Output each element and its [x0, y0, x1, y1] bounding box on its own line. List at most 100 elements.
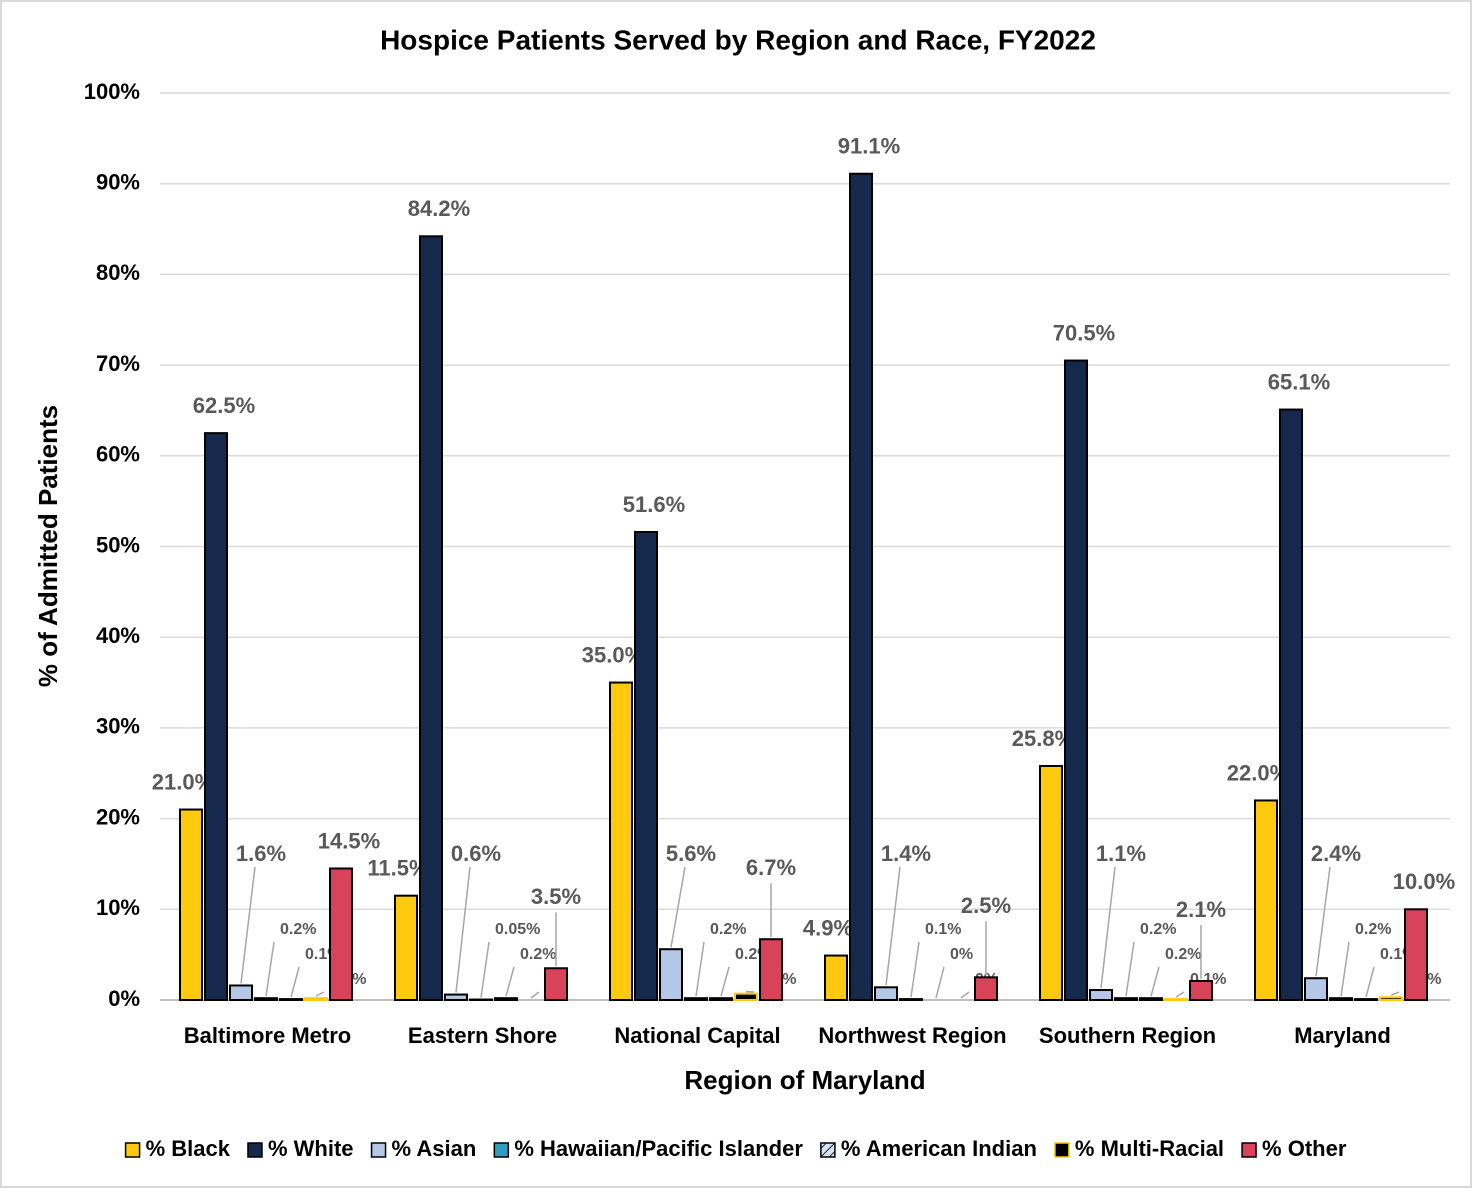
bar [899, 998, 923, 1002]
bar [1279, 408, 1303, 1001]
bar [1189, 979, 1213, 1002]
leader-line [885, 866, 901, 986]
y-tick-label: 50% [96, 532, 140, 557]
leader-line [670, 866, 686, 948]
bar [759, 938, 783, 1002]
bar [419, 235, 443, 1001]
legend-swatch [1241, 1142, 1257, 1158]
data-label: 22.0% [1227, 760, 1289, 785]
leader-line [1175, 991, 1185, 998]
data-label: 0.2% [710, 921, 746, 938]
bar [634, 530, 658, 1001]
bar [179, 808, 203, 1002]
x-tick-label: Eastern Shore [408, 1023, 557, 1048]
bar [684, 997, 708, 1001]
bar [1404, 908, 1428, 1001]
leader-line [530, 991, 540, 999]
leader-line [960, 991, 970, 999]
bar [1039, 764, 1063, 1002]
bar [394, 894, 418, 1002]
data-label: 35.0% [582, 642, 644, 667]
leader-line [455, 866, 471, 993]
data-label: 1.1% [1096, 841, 1146, 866]
data-label: 91.1% [838, 134, 900, 159]
bar [709, 997, 733, 1001]
data-label: 0.6% [451, 841, 501, 866]
bar [1304, 977, 1328, 1001]
leader-line [1365, 966, 1375, 998]
data-label: 0.2% [1165, 946, 1201, 963]
leader-line [1390, 991, 1400, 996]
y-tick-label: 90% [96, 170, 140, 195]
legend-swatch [124, 1142, 141, 1158]
bar [609, 681, 633, 1001]
legend-swatch [370, 1142, 387, 1158]
bar [544, 967, 568, 1002]
y-tick-label: 40% [96, 623, 140, 648]
leader-line [720, 966, 730, 997]
bar [1329, 997, 1353, 1001]
data-label: 6.7% [746, 855, 796, 880]
bar [1354, 998, 1378, 1002]
legend-label: % White [268, 1136, 354, 1161]
data-label: 1.6% [236, 841, 286, 866]
leader-line [480, 941, 490, 998]
legend-swatch [1054, 1142, 1070, 1158]
y-tick-label: 0% [108, 986, 140, 1011]
bar [494, 997, 518, 1001]
data-label: 11.5% [367, 856, 428, 881]
y-tick-label: 100% [84, 79, 140, 104]
x-tick-label: Maryland [1294, 1023, 1391, 1048]
data-label: 51.6% [623, 492, 685, 517]
y-tick-label: 10% [96, 895, 140, 920]
chart-title: Hospice Patients Served by Region and Ra… [380, 24, 1096, 55]
data-label: 14.5% [318, 828, 380, 853]
data-label: 10.0% [1393, 869, 1455, 894]
bar [444, 993, 468, 1001]
legend-swatch [820, 1142, 836, 1158]
leader-line [315, 991, 325, 997]
bar [659, 948, 683, 1002]
leader-line [935, 966, 945, 999]
x-tick-label: National Capital [614, 1023, 780, 1048]
bar [254, 997, 278, 1001]
data-label: 0.2% [1355, 921, 1391, 938]
leader-line [695, 941, 705, 997]
legend-label: % Hawaiian/Pacific Islander [514, 1136, 803, 1161]
data-label: 1.4% [881, 841, 931, 866]
bar [1164, 998, 1188, 1002]
leader-line [1315, 866, 1331, 977]
bar [204, 432, 228, 1001]
bar [329, 867, 353, 1001]
data-label: 62.5% [193, 393, 255, 418]
bar [1114, 997, 1138, 1001]
legend-label: % American Indian [841, 1136, 1037, 1161]
legend-label: % Asian [392, 1136, 477, 1161]
bar [824, 954, 848, 1002]
data-label: 65.1% [1268, 369, 1330, 394]
data-label: 2.4% [1311, 841, 1361, 866]
leader-line [1125, 941, 1135, 997]
bar [1139, 997, 1163, 1001]
data-label: 2.5% [961, 893, 1011, 918]
data-label: 0.2% [1140, 921, 1176, 938]
legend-label: % Multi-Racial [1075, 1136, 1224, 1161]
y-tick-label: 70% [96, 351, 140, 376]
data-label: 5.6% [666, 841, 716, 866]
bar [1379, 996, 1403, 1001]
legend-label: % Black [146, 1136, 231, 1161]
y-tick-label: 60% [96, 442, 140, 467]
x-tick-label: Baltimore Metro [184, 1023, 351, 1048]
x-axis-label: Region of Maryland [684, 1065, 925, 1095]
bar [734, 992, 758, 1002]
data-label: 0.2% [280, 921, 316, 938]
leader-line [1340, 941, 1350, 997]
bar [279, 998, 303, 1002]
data-label: 0% [950, 946, 973, 963]
bar [1254, 799, 1278, 1002]
x-tick-label: Northwest Region [818, 1023, 1006, 1048]
bar [1064, 359, 1088, 1001]
bar [849, 172, 873, 1001]
